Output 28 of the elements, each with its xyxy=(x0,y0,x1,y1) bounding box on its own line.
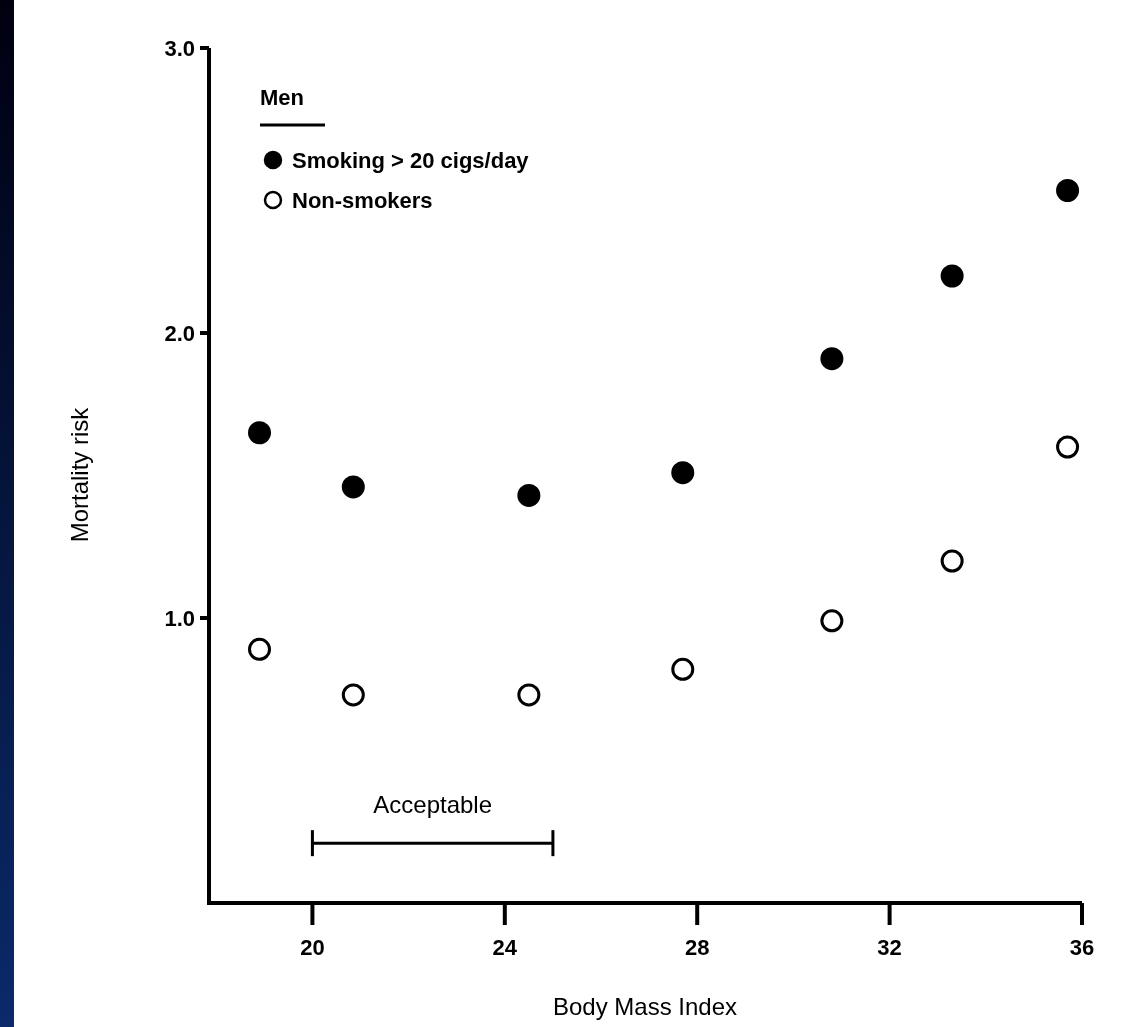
y-tick-label: 1.0 xyxy=(164,606,195,631)
point xyxy=(940,264,964,288)
y-tick-label: 2.0 xyxy=(164,321,195,346)
point xyxy=(671,461,695,485)
point xyxy=(1056,179,1080,202)
x-tick-label: 36 xyxy=(1069,935,1095,960)
point xyxy=(820,609,844,633)
x-tick-label: 24 xyxy=(492,935,518,960)
legend-label: Smoking > 20 cigs/day xyxy=(292,148,530,173)
point xyxy=(341,683,365,707)
point xyxy=(940,549,964,573)
legend-label: Non-smokers xyxy=(292,188,433,213)
x-tick-label: 32 xyxy=(877,935,902,960)
annotation: Acceptable xyxy=(373,791,493,819)
y-axis-title: Mortality risk xyxy=(66,406,93,543)
point xyxy=(248,421,271,445)
point xyxy=(1056,435,1080,459)
point xyxy=(248,637,271,661)
point xyxy=(341,475,365,499)
x-tick-label: 28 xyxy=(684,935,710,960)
point xyxy=(517,483,541,507)
legend-title: Men xyxy=(260,85,304,110)
x-axis-title: Body Mass Index xyxy=(552,993,738,1020)
point xyxy=(671,657,695,681)
y-tick-label: 3.0 xyxy=(164,36,195,61)
point xyxy=(820,347,844,371)
x-tick-label: 20 xyxy=(300,935,325,960)
point xyxy=(517,683,541,707)
